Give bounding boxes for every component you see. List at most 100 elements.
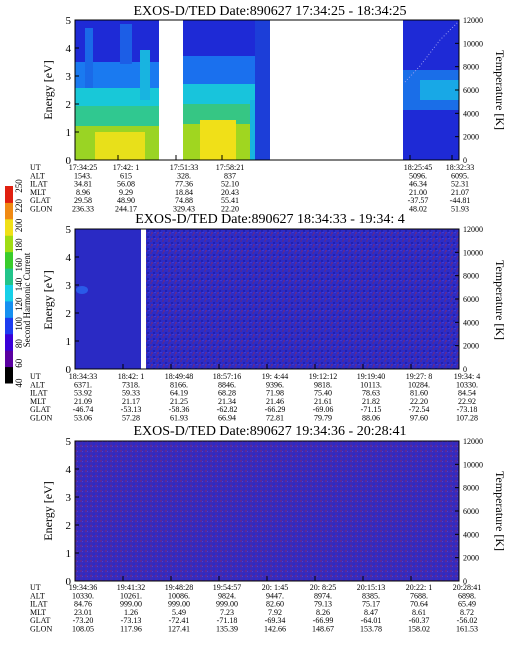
table-cell: 46.34 bbox=[409, 180, 427, 189]
panel-1-heatmap bbox=[75, 20, 459, 160]
table-row-label: ALT bbox=[30, 171, 45, 180]
ytick-label: 5 bbox=[66, 15, 72, 27]
table-cell: 22.20 bbox=[221, 205, 239, 214]
table-row-label: GLON bbox=[30, 625, 52, 634]
ytick-label: 0 bbox=[66, 576, 72, 588]
colorbar: 40 60 80 100 120 140 160 180 200 220 250 bbox=[5, 179, 24, 388]
table-cell: 84.54 bbox=[458, 389, 476, 398]
table-cell: 20: 8:25 bbox=[310, 583, 336, 592]
table-cell: 127.41 bbox=[168, 625, 190, 634]
panel-2-y2label: Temperature [K] bbox=[493, 260, 505, 340]
table-cell: 8.47 bbox=[364, 608, 378, 617]
table-cell: 1543. bbox=[74, 171, 92, 180]
table-cell: 999.00 bbox=[120, 600, 142, 609]
table-cell: 18:42: 1 bbox=[118, 372, 144, 381]
table-cell: 6898. bbox=[458, 591, 476, 600]
table-row-label: MLT bbox=[30, 188, 46, 197]
colorbar-swatch bbox=[5, 284, 13, 302]
table-cell: 9396. bbox=[266, 380, 284, 389]
table-row-label: GLAT bbox=[30, 196, 51, 205]
y2tick-label: 12000 bbox=[463, 16, 483, 25]
table-cell: 9824. bbox=[218, 591, 236, 600]
colorbar-tick: 160 bbox=[14, 258, 24, 272]
ytick-label: 3 bbox=[66, 71, 72, 83]
table-cell: 9447. bbox=[266, 591, 284, 600]
table-cell: 8.96 bbox=[76, 188, 90, 197]
table-cell: 18.84 bbox=[175, 188, 193, 197]
y2tick-label: 8000 bbox=[463, 63, 479, 72]
y2tick-label: 4000 bbox=[463, 109, 479, 118]
table-cell: 158.02 bbox=[408, 625, 430, 634]
ytick-label: 0 bbox=[66, 155, 72, 167]
table-cell: 53.92 bbox=[74, 389, 92, 398]
table-cell: 837 bbox=[224, 171, 236, 180]
table-cell: 82.60 bbox=[266, 600, 284, 609]
table-cell: -69.34 bbox=[265, 616, 286, 625]
table-cell: 48.90 bbox=[117, 196, 135, 205]
table-cell: 74.88 bbox=[175, 196, 193, 205]
table-cell: 23.01 bbox=[74, 608, 92, 617]
table-cell: 153.78 bbox=[360, 625, 382, 634]
table-cell: 20: 1:45 bbox=[262, 583, 288, 592]
ytick-label: 2 bbox=[66, 520, 72, 532]
table-cell: 71.98 bbox=[266, 389, 284, 398]
table-cell: 7.23 bbox=[220, 608, 234, 617]
y2tick-label: 2000 bbox=[463, 554, 479, 563]
colorbar-label: Second Harmonic Current bbox=[22, 252, 32, 347]
table-cell: 7.92 bbox=[268, 608, 282, 617]
table-cell: 19:54:57 bbox=[213, 583, 241, 592]
ytick-label: 1 bbox=[66, 127, 72, 139]
y2tick-label: 6000 bbox=[463, 507, 479, 516]
panel-1-y2label: Temperature [K] bbox=[493, 50, 505, 130]
table-cell: 108.05 bbox=[72, 625, 94, 634]
table-cell: 10261. bbox=[120, 591, 142, 600]
table-cell: 52.31 bbox=[451, 180, 469, 189]
table-cell: 135.39 bbox=[216, 625, 238, 634]
panel-1-ylabel: Energy [eV] bbox=[41, 60, 55, 119]
table-cell: -66.99 bbox=[313, 616, 334, 625]
table-cell: 8846. bbox=[218, 380, 236, 389]
table-cell: 79.79 bbox=[314, 414, 332, 423]
table-cell: 18:25:45 bbox=[404, 163, 432, 172]
ytick-label: 2 bbox=[66, 99, 72, 111]
table-cell: 84.76 bbox=[74, 600, 92, 609]
table-cell: 61.93 bbox=[170, 414, 188, 423]
table-cell: 19:41:32 bbox=[117, 583, 145, 592]
table-cell: -53.13 bbox=[121, 405, 142, 414]
table-cell: 7318. bbox=[122, 380, 140, 389]
y2tick-label: 4000 bbox=[463, 318, 479, 327]
ytick-label: 5 bbox=[66, 436, 72, 448]
panel-2-heatmap bbox=[75, 229, 459, 369]
colorbar-swatch bbox=[5, 350, 13, 368]
table-cell: -46.74 bbox=[73, 405, 94, 414]
ytick-label: 3 bbox=[66, 280, 72, 292]
table-cell: 65.49 bbox=[458, 600, 476, 609]
colorbar-tick: 120 bbox=[14, 297, 24, 311]
table-cell: 18:34:33 bbox=[69, 372, 97, 381]
colorbar-swatch bbox=[5, 317, 13, 335]
table-row-label: GLON bbox=[30, 205, 52, 214]
table-cell: 161.53 bbox=[456, 625, 478, 634]
table-cell: 8.72 bbox=[460, 608, 474, 617]
table-cell: 21.82 bbox=[362, 397, 380, 406]
table-cell: -72.41 bbox=[169, 616, 190, 625]
table-cell: 7688. bbox=[410, 591, 428, 600]
table-cell: 18:49:48 bbox=[165, 372, 193, 381]
table-cell: 117.96 bbox=[120, 625, 142, 634]
table-cell: 48.02 bbox=[409, 205, 427, 214]
table-row-label: UT bbox=[30, 372, 41, 381]
colorbar-swatch bbox=[5, 251, 13, 269]
table-cell: 1.26 bbox=[124, 608, 138, 617]
colorbar-swatch bbox=[5, 202, 13, 220]
table-cell: 21.61 bbox=[314, 397, 332, 406]
table-row-label: ALT bbox=[30, 591, 45, 600]
table-cell: 19:19:40 bbox=[357, 372, 385, 381]
table-cell: 244.17 bbox=[115, 205, 137, 214]
colorbar-swatch bbox=[5, 300, 13, 318]
table-cell: 9.29 bbox=[119, 188, 133, 197]
table-cell: -44.81 bbox=[450, 196, 471, 205]
table-cell: 10330. bbox=[72, 591, 94, 600]
table-cell: -37.57 bbox=[408, 196, 429, 205]
table-cell: 22.20 bbox=[410, 397, 428, 406]
